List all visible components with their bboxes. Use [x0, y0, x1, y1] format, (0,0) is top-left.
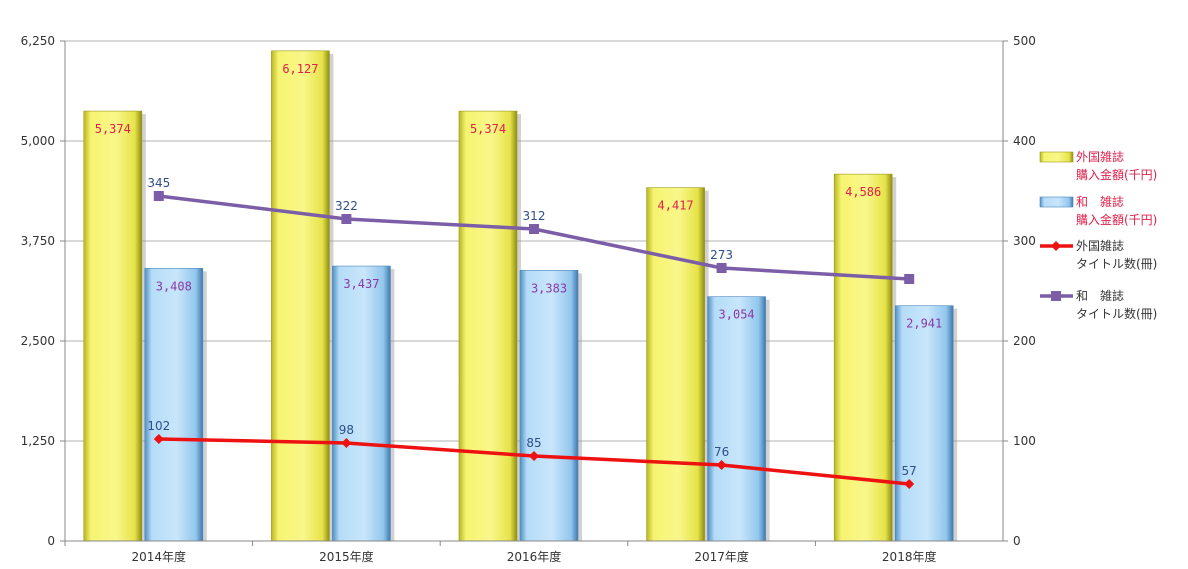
- point-value-label: 102: [147, 419, 170, 433]
- bar: [833, 173, 893, 542]
- bar-value-label: 3,408: [156, 279, 192, 293]
- legend-label-line2: タイトル数(冊): [1076, 256, 1157, 271]
- category-label: 2015年度: [319, 549, 374, 564]
- point-value-label: 312: [523, 209, 546, 223]
- point-value-label: 76: [714, 445, 729, 459]
- right-tick-label: 100: [1013, 434, 1036, 448]
- point-value-label: 322: [335, 199, 358, 213]
- right-tick-label: 400: [1013, 134, 1036, 148]
- point-value-label: 273: [710, 248, 733, 262]
- bars: [83, 50, 958, 542]
- legend-label-line1: 外国雑誌: [1076, 149, 1124, 164]
- bar-value-label: 3,437: [343, 277, 379, 291]
- point-value-label: 98: [339, 423, 354, 437]
- right-tick-label: 0: [1013, 534, 1021, 548]
- line-point: [153, 434, 164, 444]
- legend-label-line1: 外国雑誌: [1076, 238, 1124, 253]
- bar-value-label: 3,054: [719, 308, 755, 322]
- category-label: 2016年度: [507, 549, 562, 564]
- category-label: 2017年度: [694, 549, 749, 564]
- left-tick-label: 1,250: [21, 434, 55, 448]
- left-tick-label: 5,000: [21, 134, 55, 148]
- left-tick-label: 6,250: [21, 34, 55, 48]
- legend-swatch: [1039, 196, 1074, 208]
- point-value-label: 57: [902, 464, 917, 478]
- line-point: [341, 438, 352, 448]
- line-point: [153, 191, 164, 201]
- category-label: 2014年度: [132, 549, 187, 564]
- data-labels: 5,374 6,127 5,374 4,417 4,586 3,408 3,437 3,383…: [95, 62, 943, 478]
- right-tick-label: 500: [1013, 34, 1036, 48]
- bar-value-label: 4,417: [658, 199, 694, 213]
- legend-label-line1: 和 雑誌: [1076, 194, 1124, 209]
- bar: [458, 110, 518, 542]
- axes: 0 1,250 2,500 3,750 5,000 6,250 0 100 200 300 400 5…: [21, 34, 1036, 564]
- right-tick-label: 200: [1013, 334, 1036, 348]
- bar: [332, 265, 391, 542]
- bar: [271, 50, 330, 542]
- legend-label-line2: タイトル数(冊): [1076, 306, 1157, 321]
- bar: [83, 110, 143, 542]
- legend-swatch: [1039, 151, 1074, 163]
- line-point: [904, 479, 915, 489]
- legend-label-line1: 和 雑誌: [1076, 288, 1124, 303]
- point-value-label: 345: [147, 176, 170, 190]
- left-tick-label: 0: [47, 534, 55, 548]
- line-point: [904, 274, 915, 284]
- left-tick-label: 2,500: [21, 334, 55, 348]
- bar: [144, 268, 204, 542]
- bar: [894, 305, 954, 542]
- bar: [519, 270, 579, 542]
- right-tick-label: 300: [1013, 234, 1036, 248]
- legend-swatch-marker: [1051, 241, 1061, 251]
- bar: [707, 296, 766, 542]
- bar-value-label: 6,127: [282, 62, 318, 76]
- legend-label-line2: 購入金額(千円): [1076, 212, 1157, 227]
- category-label: 2018年度: [882, 549, 937, 564]
- bar-value-label: 5,374: [95, 122, 131, 136]
- left-tick-label: 3,750: [21, 234, 55, 248]
- bar-value-label: 4,586: [845, 185, 881, 199]
- line-point: [716, 460, 727, 470]
- point-value-label: 85: [526, 436, 541, 450]
- lines: [153, 191, 915, 489]
- line-point: [529, 451, 539, 461]
- bar: [646, 187, 705, 542]
- line-point: [529, 224, 539, 234]
- bar-value-label: 3,383: [531, 281, 567, 295]
- legend-label-line2: 購入金額(千円): [1076, 167, 1157, 182]
- bar-value-label: 2,941: [906, 317, 942, 331]
- legend-swatch-marker: [1051, 291, 1061, 301]
- line-point: [341, 214, 352, 224]
- line-point: [716, 263, 727, 273]
- bar-value-label: 5,374: [470, 122, 506, 136]
